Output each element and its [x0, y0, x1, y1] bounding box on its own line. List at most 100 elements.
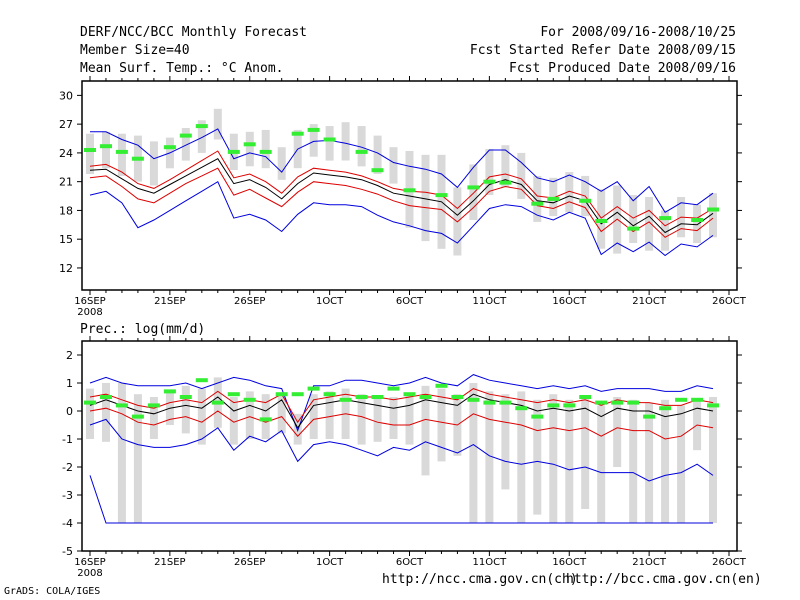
observed-marker	[195, 124, 208, 129]
spread-box	[117, 133, 126, 176]
observed-marker	[707, 207, 719, 212]
y-tick-label: 30	[59, 89, 73, 102]
observed-marker	[291, 131, 304, 136]
observed-marker	[131, 156, 144, 161]
x-tick-label: 16OCT	[552, 296, 587, 307]
observed-marker	[84, 148, 96, 152]
spread-box	[565, 399, 574, 523]
observed-marker	[579, 198, 592, 203]
observed-marker	[691, 218, 704, 222]
max-line	[90, 128, 714, 213]
spread-box	[309, 124, 318, 157]
refer-date: Fcst Started Refer Date 2008/09/15	[469, 43, 736, 58]
spread-box	[597, 405, 606, 523]
spread-box	[181, 385, 190, 434]
spread-box	[325, 126, 334, 161]
observed-marker	[355, 149, 368, 154]
spread-box	[357, 394, 366, 445]
x-tick-label: 16SEP	[74, 557, 105, 568]
spread-box	[389, 397, 398, 439]
spread-box	[421, 154, 430, 242]
observed-marker	[163, 145, 176, 150]
observed-marker	[707, 403, 719, 408]
x-tick-label: 21SEP	[154, 296, 185, 307]
observed-marker	[371, 168, 384, 173]
ncc-link[interactable]: http://ncc.cma.gov.cn(ch)	[382, 572, 578, 587]
spread-box	[485, 149, 494, 196]
spread-box	[261, 394, 270, 439]
spread-box	[613, 397, 622, 467]
observed-marker	[691, 397, 704, 402]
observed-marker	[595, 400, 608, 405]
observed-marker	[563, 403, 576, 408]
observed-marker	[243, 397, 256, 402]
y-tick-label: -4	[62, 517, 73, 530]
spread-box	[277, 394, 286, 434]
spread-box	[197, 120, 206, 153]
x-year-label: 2008	[77, 568, 102, 579]
upper-line	[89, 150, 714, 227]
spread-box	[117, 383, 126, 523]
spread-box	[277, 147, 286, 180]
observed-marker	[483, 179, 496, 184]
observed-marker	[115, 149, 128, 154]
spread-box	[373, 135, 382, 174]
spread-box	[373, 397, 382, 442]
x-tick-label: 16SEP	[74, 296, 105, 307]
spread-box	[261, 129, 270, 169]
spread-box	[501, 145, 510, 188]
x-tick-label: 1OCT	[316, 557, 344, 568]
spread-box	[325, 391, 334, 439]
x-year-label: 2008	[77, 307, 102, 318]
upper-line	[89, 388, 714, 424]
spread-box	[661, 210, 670, 251]
x-tick-label: 21OCT	[632, 296, 667, 307]
spread-box	[245, 391, 254, 439]
observed-marker	[659, 406, 672, 411]
spread-box	[629, 399, 638, 523]
spread-box	[357, 126, 366, 167]
spread-box	[517, 152, 526, 199]
observed-marker	[643, 414, 656, 419]
spread-box	[437, 388, 446, 462]
y-tick-label: 2	[66, 349, 73, 362]
observed-marker	[403, 392, 416, 397]
observed-marker	[451, 395, 464, 399]
x-tick-label: 26SEP	[234, 557, 265, 568]
observed-marker	[339, 397, 352, 402]
x-tick-label: 6OCT	[396, 557, 424, 568]
spread-box	[102, 131, 110, 169]
member-size: Member Size=40	[80, 43, 190, 58]
observed-marker	[387, 386, 400, 391]
x-tick-label: 11OCT	[473, 296, 508, 307]
y-tick-label: 18	[59, 204, 73, 217]
bcc-link[interactable]: http://bcc.cma.gov.cn(en)	[566, 572, 762, 587]
x-tick-label: 26SEP	[234, 296, 265, 307]
spread-box	[501, 394, 510, 490]
floor-line	[89, 475, 713, 524]
spread-box	[533, 399, 542, 515]
spread-box	[245, 131, 254, 167]
y-tick-label: 1	[66, 377, 73, 390]
x-tick-label: 21OCT	[632, 557, 667, 568]
y-tick-label: 24	[59, 147, 73, 160]
x-tick-label: 16OCT	[552, 557, 587, 568]
observed-marker	[547, 196, 560, 201]
observed-marker	[483, 400, 496, 405]
chart-title: DERF/NCC/BCC Monthly Forecast	[80, 25, 307, 40]
observed-marker	[195, 378, 208, 383]
x-tick-label: 26OCT	[712, 296, 747, 307]
observed-marker	[147, 403, 160, 408]
y-tick-label: -5	[62, 545, 73, 558]
spread-box	[549, 394, 558, 523]
y-tick-label: -1	[62, 433, 73, 446]
y-tick-label: -2	[62, 461, 73, 474]
spread-box	[421, 385, 430, 476]
observed-marker	[515, 406, 528, 411]
observed-marker	[211, 400, 224, 405]
spread-box	[517, 391, 526, 523]
y-tick-label: -3	[62, 489, 73, 502]
observed-marker	[435, 193, 448, 198]
spread-box	[709, 193, 717, 238]
precipitation-panel: -5 -4 -3 -2 -1 0 1 2 16SEP 21SEP 26SEP 1OCT 6OCT 11OC…	[62, 336, 747, 579]
